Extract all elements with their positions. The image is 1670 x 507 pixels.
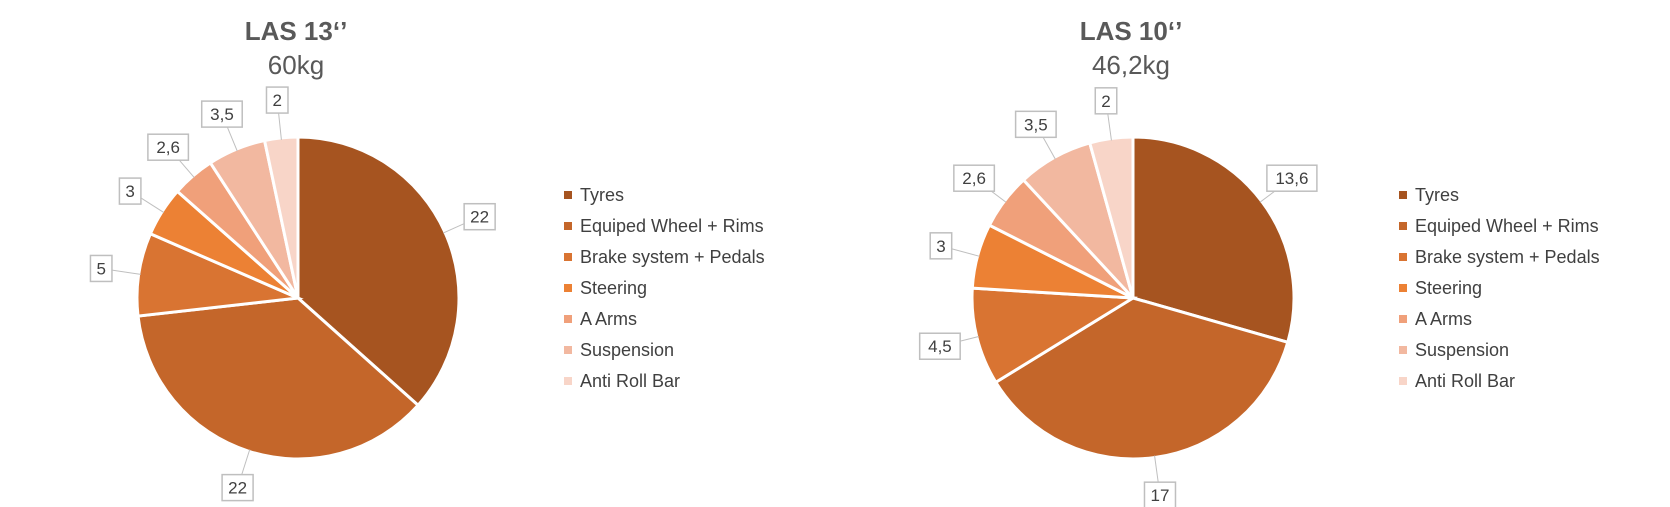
- legend-item: Brake system + Pedals: [1399, 242, 1600, 273]
- chart-legend: Tyres Equiped Wheel + Rims Brake system + …: [1399, 180, 1600, 397]
- data-label-2: 22: [221, 449, 254, 502]
- legend-item: Tyres: [564, 180, 765, 211]
- svg-text:22: 22: [228, 479, 247, 498]
- legend-item: Steering: [1399, 273, 1600, 304]
- svg-text:2,6: 2,6: [156, 138, 180, 157]
- svg-text:2: 2: [272, 91, 281, 110]
- svg-text:5: 5: [96, 259, 105, 278]
- legend-swatch: [564, 315, 572, 323]
- legend-swatch: [1399, 253, 1407, 261]
- svg-text:3,5: 3,5: [210, 105, 234, 124]
- data-label-3: 4,5: [918, 332, 979, 360]
- svg-text:4,5: 4,5: [928, 337, 952, 356]
- legend-label: Steering: [1415, 278, 1483, 298]
- legend-label: Suspension: [1415, 340, 1510, 360]
- data-label-6: 3,5: [200, 100, 243, 152]
- svg-text:22: 22: [470, 208, 489, 227]
- legend-swatch: [564, 346, 572, 354]
- legend-item: A Arms: [564, 304, 765, 335]
- legend-item: A Arms: [1399, 304, 1600, 335]
- legend-label: Anti Roll Bar: [580, 371, 681, 391]
- svg-text:2,6: 2,6: [962, 169, 986, 188]
- svg-text:3,5: 3,5: [1024, 115, 1048, 134]
- legend-swatch: [1399, 346, 1407, 354]
- data-label-4: 3: [929, 232, 980, 260]
- data-label-4: 3: [118, 177, 165, 214]
- legend-label: Steering: [580, 278, 648, 298]
- legend-item: Suspension: [564, 335, 765, 366]
- legend-label: Suspension: [580, 340, 675, 360]
- data-label-6: 3,5: [1014, 110, 1057, 160]
- legend-swatch: [1399, 315, 1407, 323]
- chart-title: LAS 10‘’: [1079, 16, 1183, 46]
- data-label-2: 17: [1143, 455, 1177, 507]
- chart-title-block: LAS 10‘’ 46,2kg: [981, 14, 1281, 82]
- chart-title: LAS 13‘’: [244, 16, 348, 46]
- legend-item: Suspension: [1399, 335, 1600, 366]
- legend-swatch: [564, 222, 572, 230]
- legend-label: Equiped Wheel + Rims: [580, 216, 764, 236]
- legend-label: Equiped Wheel + Rims: [1415, 216, 1599, 236]
- chart-title-block: LAS 13‘’ 60kg: [146, 14, 446, 82]
- data-label-1: 22: [442, 202, 496, 234]
- data-label-7: 2: [1094, 87, 1118, 141]
- legend-label: Brake system + Pedals: [1415, 247, 1600, 267]
- legend-item: Steering: [564, 273, 765, 304]
- legend-item: Equiped Wheel + Rims: [564, 211, 765, 242]
- pie-chart-las-13: LAS 13‘’ 60kg 22 22 5 3 2,6 3,5 2 Tyres Equiped…: [89, 14, 765, 502]
- chart-subtitle: 46,2kg: [1091, 50, 1171, 80]
- svg-text:3: 3: [125, 182, 134, 201]
- legend-label: A Arms: [1415, 309, 1473, 329]
- legend-swatch: [1399, 191, 1407, 199]
- legend-item: Anti Roll Bar: [1399, 366, 1600, 397]
- legend-label: Anti Roll Bar: [1415, 371, 1516, 391]
- data-label-7: 2: [265, 86, 289, 140]
- legend-label: Tyres: [580, 185, 625, 205]
- legend-label: Tyres: [1415, 185, 1460, 205]
- legend-label: A Arms: [580, 309, 638, 329]
- legend-swatch: [1399, 222, 1407, 230]
- legend-swatch: [1399, 284, 1407, 292]
- legend-item: Anti Roll Bar: [564, 366, 765, 397]
- chart-subtitle: 60kg: [267, 50, 325, 80]
- svg-text:13,6: 13,6: [1275, 169, 1308, 188]
- pie-plot: 22 22 5 3 2,6 3,5 2: [89, 86, 496, 502]
- legend-label: Brake system + Pedals: [580, 247, 765, 267]
- legend-swatch: [564, 284, 572, 292]
- data-label-5: 2,6: [147, 133, 195, 178]
- legend-swatch: [564, 377, 572, 385]
- pie-plot: 13,6 17 4,5 3 2,6 3,5 2: [918, 87, 1318, 507]
- legend-item: Equiped Wheel + Rims: [1399, 211, 1600, 242]
- legend-item: Tyres: [1399, 180, 1600, 211]
- svg-text:2: 2: [1101, 92, 1110, 111]
- legend-swatch: [564, 191, 572, 199]
- data-label-5: 2,6: [953, 164, 1007, 203]
- legend-item: Brake system + Pedals: [564, 242, 765, 273]
- data-label-1: 13,6: [1259, 164, 1318, 203]
- legend-swatch: [564, 253, 572, 261]
- chart-legend: Tyres Equiped Wheel + Rims Brake system + …: [564, 180, 765, 397]
- pie-chart-las-10: LAS 10‘’ 46,2kg 13,6 17 4,5 3 2,6 3,5 2 Tyres E…: [835, 0, 1670, 507]
- data-label-3: 5: [89, 254, 141, 283]
- svg-text:17: 17: [1151, 486, 1170, 505]
- legend-swatch: [1399, 377, 1407, 385]
- svg-text:3: 3: [936, 237, 945, 256]
